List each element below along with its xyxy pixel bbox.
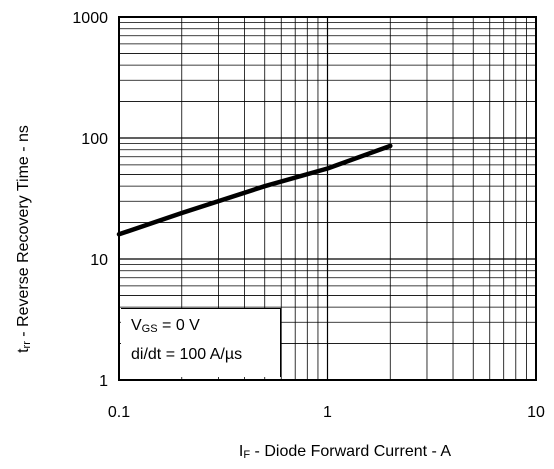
y-tick-label: 100 [81,131,108,148]
didt-condition: di/dt = 100 A/µs [131,346,243,363]
y-tick-label: 1000 [72,10,108,27]
grid-lines [119,17,536,380]
x-tick-label: 0.1 [108,404,130,421]
x-tick-label: 1 [323,404,332,421]
series-line [116,143,393,237]
y-tick-label: 1 [99,373,108,390]
y-tick-label: 10 [90,252,108,269]
plot-frame [118,16,537,381]
series-group [116,143,393,237]
vgs-condition: VGS = 0 V [131,317,200,335]
conditions-annotation: VGS = 0 V di/dt = 100 A/µs [121,308,281,377]
x-tick-label: 10 [527,404,545,421]
x-axis-label: IF - Diode Forward Current - A [238,443,452,461]
y-axis-label: trr - Reverse Recovery Time - ns [15,125,33,353]
